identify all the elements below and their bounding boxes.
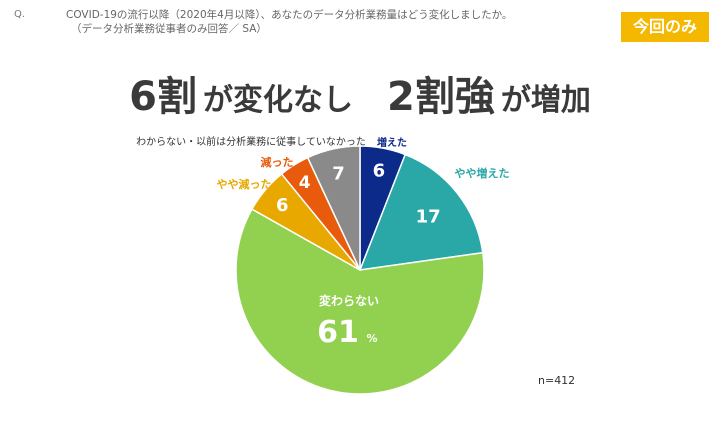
pie-slice [358,153,484,271]
pie-slice-label: やや減った [217,177,272,191]
headline-no-change: 6割 が変化なし [129,64,353,122]
pie-slice-label: 変わらない [319,293,379,308]
headline-increase: 2割強 が増加 [387,64,591,122]
headline-increase-text: が増加 [500,83,591,118]
question-line-2: （データ分析業務従事者のみ回答／ SA） [71,23,267,35]
pie-slice-label: わからない・以前は分析業務に従事していなかった [136,135,366,148]
pie-value-label: 4 [299,173,311,193]
headline-no-change-share: 6割 [129,74,197,120]
question-line-1: COVID-19の流行以降（2020年4月以降）、あなたのデータ分析業務量はどう… [66,9,513,21]
pie-slice [306,145,361,271]
pie-value-label: 6 [373,161,386,182]
pie-slice [235,208,485,395]
question-text: COVID-19の流行以降（2020年4月以降）、あなたのデータ分析業務量はどう… [66,8,606,36]
pie-value-label: 17 [416,207,441,228]
sample-size: n=412 [538,374,576,387]
pie-value-label: 7 [332,164,345,185]
pie-value-label: 6 [276,195,289,216]
headline-no-change-text: が変化なし [203,83,353,118]
survey-badge: 今回のみ [621,12,709,42]
question-number: Q. [14,9,26,20]
pie-slice-label: やや増えた [455,166,510,180]
pie-slice-label: 増えた [377,136,407,149]
pie-value-unit: % [366,332,377,345]
headline-increase-share: 2割強 [387,74,495,120]
pie-value-label: 61 [317,315,359,350]
pie-slice-label: 減った [261,155,294,169]
headline: 6割 が変化なし 2割強 が増加 [0,64,720,120]
